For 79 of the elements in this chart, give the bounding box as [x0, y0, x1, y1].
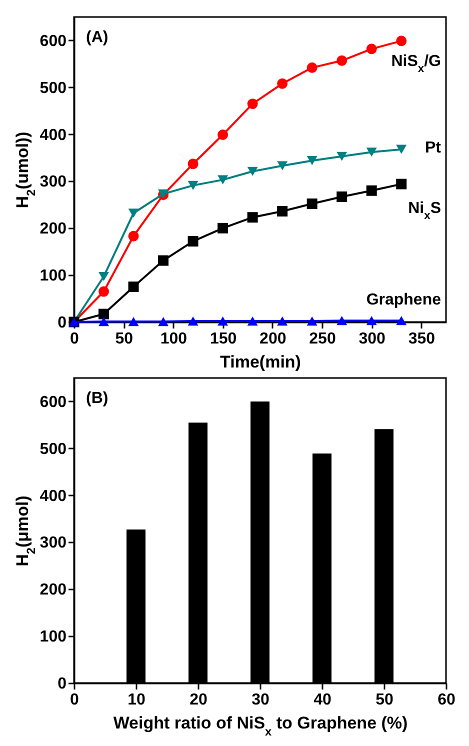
point [336, 191, 348, 202]
point [306, 198, 318, 209]
series-label: Pt [425, 139, 442, 156]
y-tick-label: 500 [40, 80, 67, 97]
point [128, 282, 139, 292]
point [128, 316, 139, 326]
series-label: NiS$_{x}$/G [391, 52, 441, 75]
x-tick-label: 150 [210, 330, 237, 348]
series-label: Ni$_{x}$S [408, 200, 442, 222]
y-tick-label: 600 [40, 32, 67, 50]
y-tick-label: 400 [40, 488, 67, 505]
x-axis-title: Time(min) [220, 352, 301, 372]
point [158, 255, 169, 266]
point [218, 175, 228, 184]
x-tick-label: 30 [252, 692, 270, 708]
point [277, 78, 288, 89]
point [366, 44, 377, 54]
x-axis-title: Weight ratio of NiS$_{x}$ to Graphene (%) [113, 714, 408, 738]
point [247, 98, 258, 110]
point [306, 316, 318, 326]
point [218, 316, 228, 326]
point [158, 316, 169, 326]
x-tick-label: 250 [309, 330, 336, 348]
x-tick-label: 0 [70, 692, 80, 708]
x-tick-label: 40 [314, 692, 332, 708]
y-tick-label: 200 [40, 220, 67, 238]
point [247, 212, 258, 223]
x-tick-label: 350 [408, 330, 436, 348]
x-tick-label: 0 [70, 330, 80, 348]
point [188, 180, 198, 190]
x-tick-label: 10 [128, 692, 146, 708]
point [277, 316, 288, 326]
point [218, 222, 228, 234]
text: (A) [86, 29, 108, 46]
x-tick-label: 50 [376, 692, 394, 708]
x-tick-label: 50 [115, 330, 134, 348]
point [188, 236, 198, 247]
x-tick-label: 100 [160, 330, 188, 348]
point [98, 286, 110, 297]
point [396, 36, 407, 46]
y-tick-label: 0 [58, 314, 67, 332]
x-tick-label: 60 [438, 692, 456, 708]
point [247, 166, 258, 176]
point [188, 158, 198, 170]
x-tick-label: 200 [260, 330, 286, 348]
point [396, 144, 407, 154]
y-tick-label: 300 [40, 534, 67, 552]
point [188, 316, 198, 326]
y-tick-label: 100 [40, 268, 67, 285]
x-tick-label: 300 [358, 330, 386, 348]
point [366, 316, 377, 326]
point [98, 272, 110, 282]
point [277, 161, 288, 170]
y-tick-label: 200 [40, 582, 67, 599]
point [336, 152, 348, 161]
point [247, 316, 258, 326]
point [218, 130, 228, 140]
point [98, 308, 110, 320]
y-tick-label: 0 [58, 676, 67, 692]
point [128, 230, 139, 242]
point [277, 206, 288, 217]
y-tick-label: 400 [40, 126, 67, 144]
point [336, 55, 348, 66]
series-label: Graphene [366, 292, 442, 309]
text: (B) [86, 390, 108, 407]
point [306, 156, 318, 166]
point [98, 316, 110, 326]
point [366, 185, 377, 196]
y-tick-label: 300 [40, 174, 67, 191]
point [306, 62, 318, 73]
point [396, 178, 407, 190]
point [128, 208, 139, 218]
y-tick-label: 500 [40, 440, 67, 458]
point [396, 316, 407, 326]
point [336, 316, 348, 326]
y-tick-label: 100 [40, 628, 67, 646]
point [366, 148, 377, 157]
x-tick-label: 20 [190, 692, 208, 708]
y-tick-label: 600 [40, 394, 67, 411]
